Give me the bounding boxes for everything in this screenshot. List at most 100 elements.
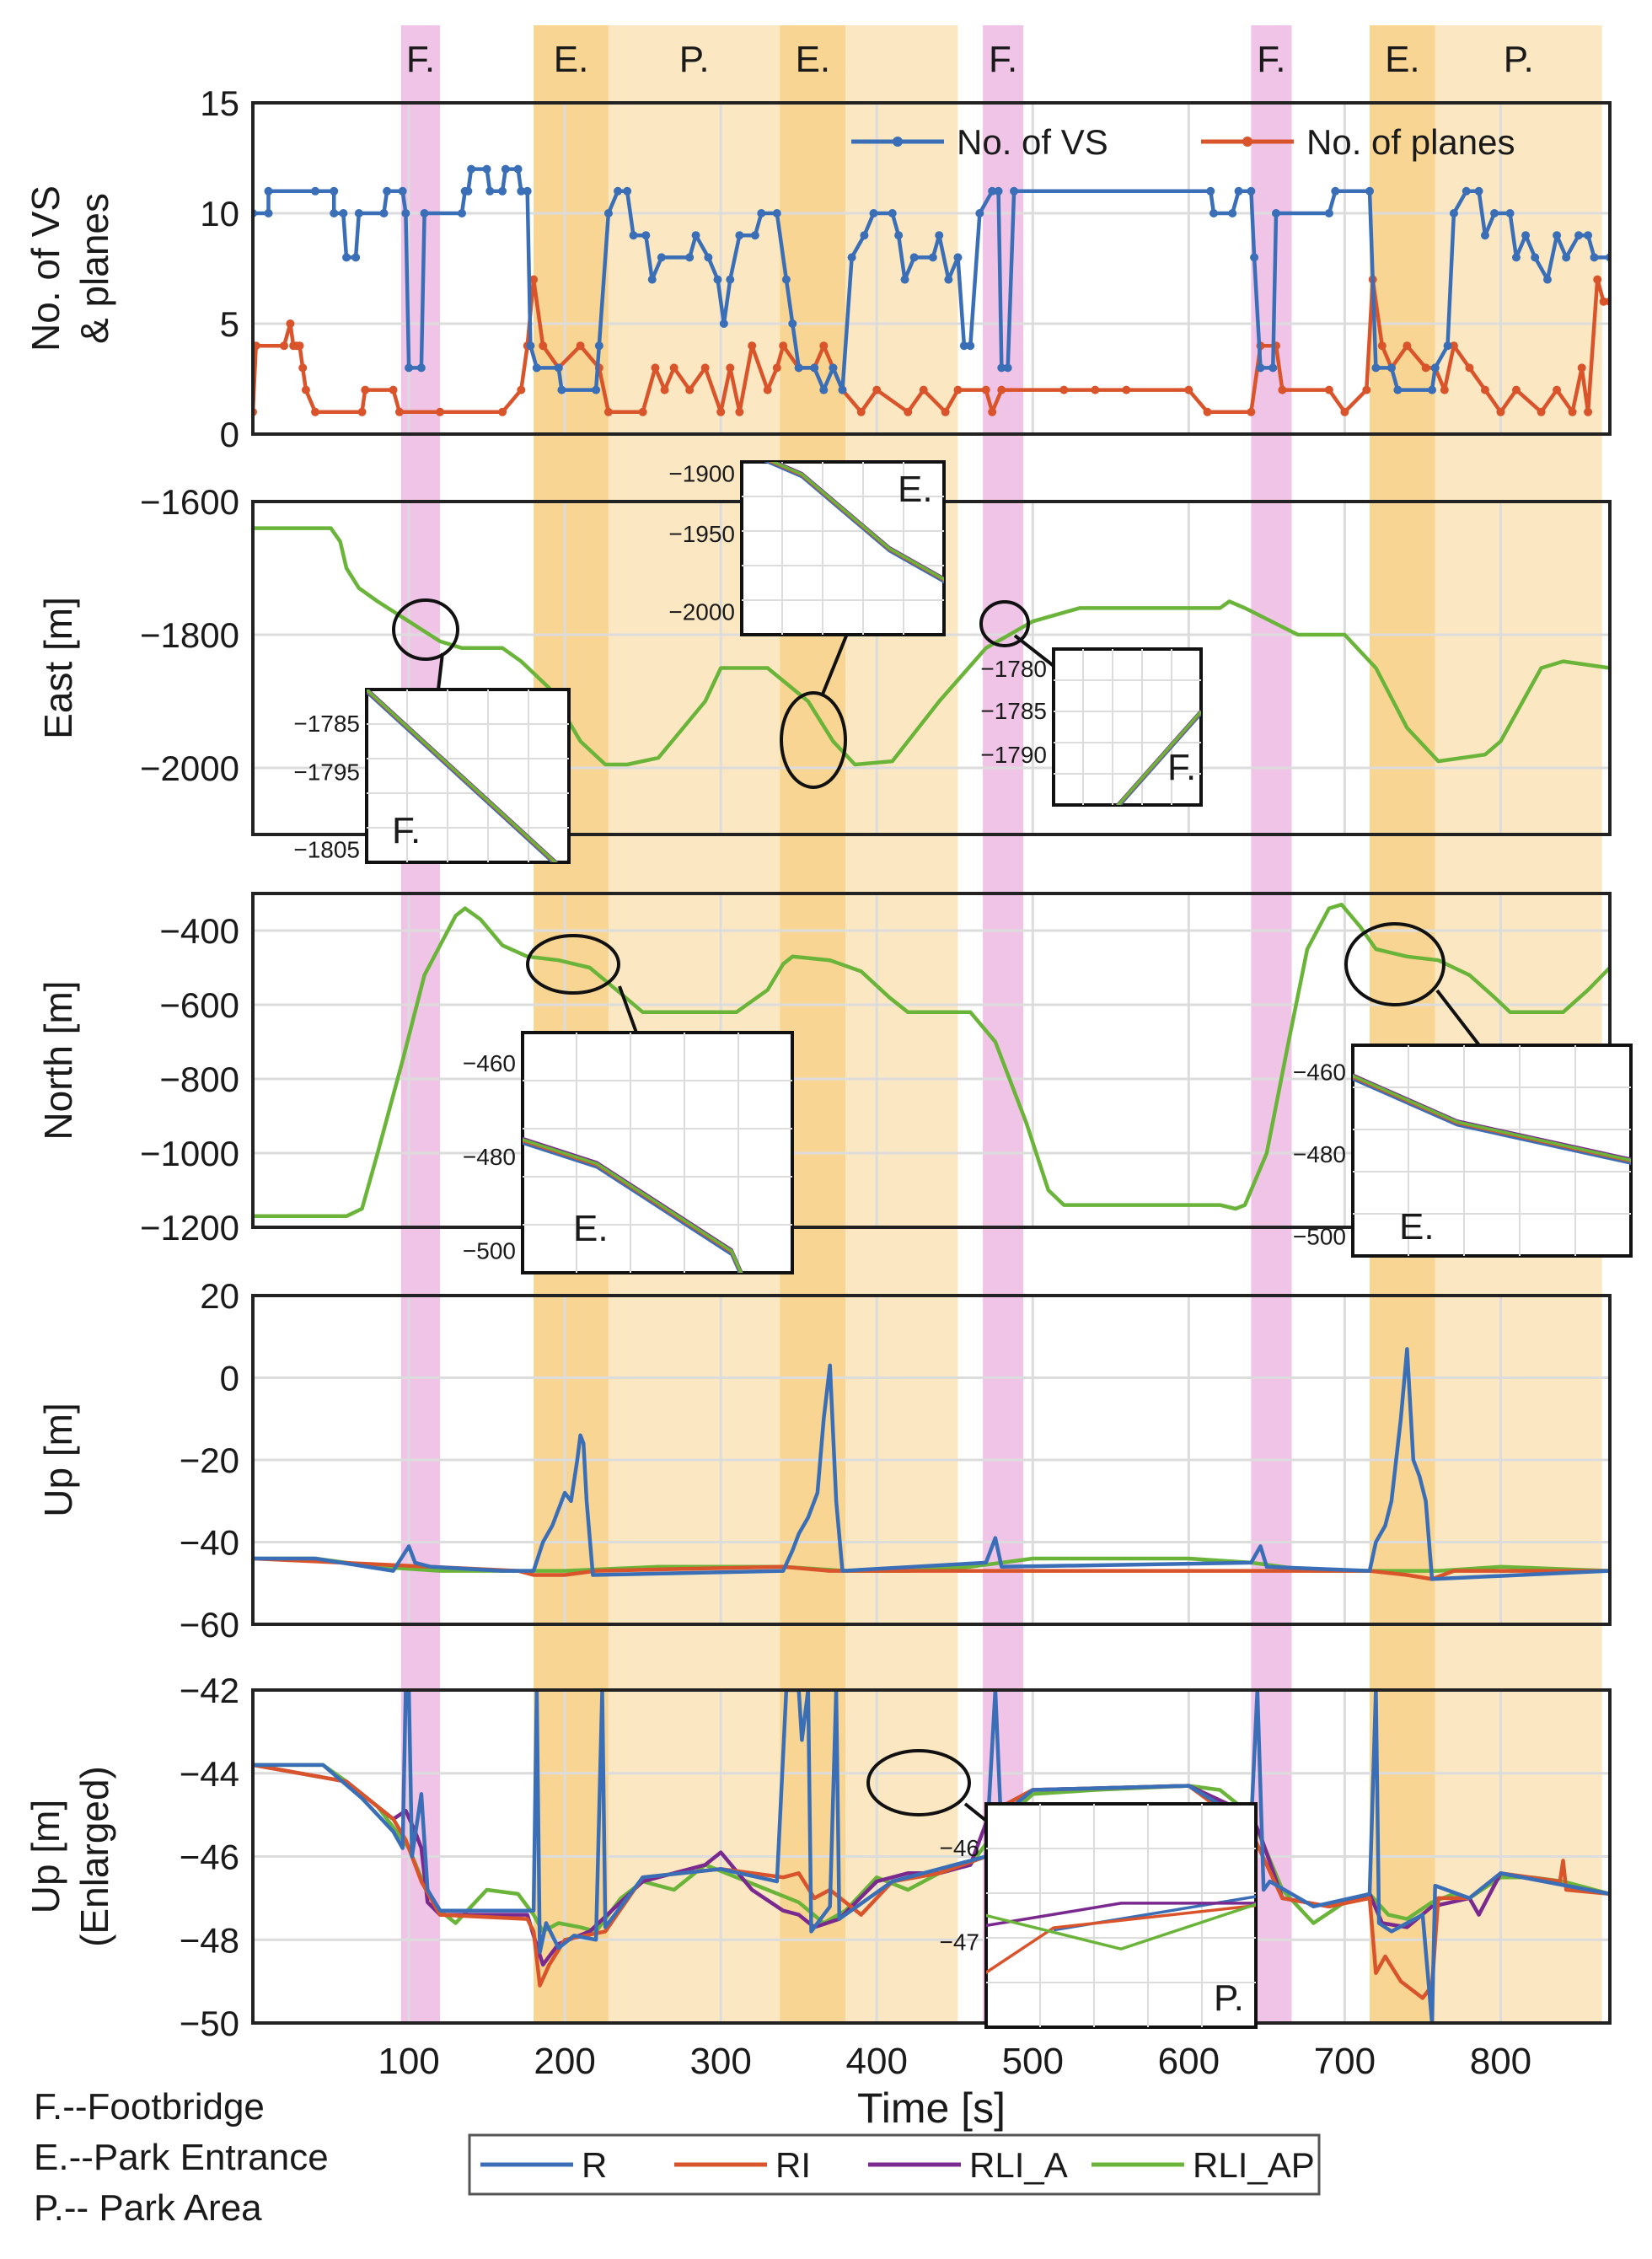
data-point bbox=[1234, 186, 1243, 196]
data-point bbox=[847, 253, 856, 262]
data-point bbox=[280, 341, 289, 351]
data-point bbox=[953, 253, 963, 262]
data-point bbox=[517, 385, 526, 394]
inset-series bbox=[1353, 1073, 1631, 1166]
region-labels: F. E. P. E. F. F. E. P. bbox=[406, 39, 1534, 80]
data-point bbox=[354, 209, 363, 217]
zoom-circle bbox=[392, 598, 459, 661]
data-point bbox=[1490, 209, 1499, 217]
data-point bbox=[838, 385, 847, 394]
data-point bbox=[1247, 186, 1256, 196]
insets: −1785−1795−1805 F.−1900−1950−2000E.−1780−… bbox=[293, 460, 1633, 2029]
x-tick-label: 700 bbox=[1314, 2041, 1376, 2082]
y-axis-label: East [m] bbox=[36, 597, 80, 739]
data-point bbox=[1256, 363, 1265, 373]
data-point bbox=[623, 186, 632, 196]
data-point bbox=[1271, 209, 1280, 217]
data-point bbox=[1496, 407, 1505, 416]
data-point bbox=[1553, 385, 1562, 394]
inset-series bbox=[367, 690, 559, 862]
data-point bbox=[339, 209, 348, 217]
data-point bbox=[523, 186, 532, 196]
data-point bbox=[1421, 363, 1430, 373]
series-group bbox=[253, 526, 1610, 767]
inset-2: −1900 −1950 −2000 E. bbox=[668, 460, 946, 789]
data-point bbox=[614, 186, 623, 196]
region-label: E. bbox=[1385, 39, 1420, 80]
zoom-connector bbox=[963, 1802, 988, 1822]
data-point bbox=[1377, 341, 1386, 351]
data-point bbox=[1393, 385, 1403, 394]
data-point bbox=[485, 186, 495, 196]
data-point bbox=[1386, 363, 1396, 373]
inset-tick-label: −1785 bbox=[293, 711, 360, 737]
data-point bbox=[1203, 407, 1212, 416]
x-tick-label: 800 bbox=[1470, 2041, 1531, 2082]
data-point bbox=[719, 319, 728, 328]
inset-tick-label: −500 bbox=[1293, 1224, 1346, 1250]
inset-line-rli_ap bbox=[1116, 710, 1201, 805]
y-tick-label: −600 bbox=[159, 985, 239, 1025]
zoom-circle bbox=[866, 1749, 971, 1816]
zoom-connector bbox=[618, 985, 638, 1033]
panel-up_enlarged: −50 −48 −46 −44 −42 Up [m] (Enlarged) bbox=[24, 1671, 1612, 2043]
inset-line-r bbox=[1353, 1077, 1631, 1166]
y-axis-label: Up [m] bbox=[36, 1403, 80, 1516]
zoom-circle bbox=[979, 600, 1030, 647]
zoom-connector bbox=[1013, 634, 1055, 668]
data-point bbox=[1593, 275, 1602, 284]
zoom-connector bbox=[820, 633, 849, 697]
inset-series bbox=[986, 1895, 1256, 1975]
y-tick-label: −400 bbox=[159, 911, 239, 951]
data-point bbox=[394, 407, 404, 416]
data-point bbox=[1206, 186, 1215, 196]
data-point bbox=[1440, 385, 1449, 394]
y-tick-label: −40 bbox=[180, 1523, 239, 1563]
data-point bbox=[819, 385, 829, 394]
data-point bbox=[997, 385, 1006, 394]
legend-marker bbox=[893, 137, 903, 147]
data-point bbox=[700, 363, 710, 373]
data-point bbox=[1521, 231, 1531, 240]
series-line-rli-ap bbox=[253, 902, 1610, 1219]
data-point bbox=[529, 275, 539, 284]
data-point bbox=[941, 407, 950, 416]
data-point bbox=[726, 363, 735, 373]
inset-tick-label: −46 bbox=[940, 1835, 980, 1861]
data-point bbox=[1362, 385, 1371, 394]
region-notes: F.--Footbridge E.--Park Entrance P.-- Pa… bbox=[34, 2082, 329, 2234]
note-park-area: P.-- Park Area bbox=[34, 2187, 262, 2229]
data-point bbox=[657, 253, 666, 262]
data-point bbox=[909, 253, 919, 262]
note-footbridge: F.--Footbridge bbox=[34, 2086, 265, 2128]
y-axis-label: No. of VS bbox=[24, 185, 67, 351]
inset-tick-label: −460 bbox=[1293, 1060, 1346, 1086]
axes-frame bbox=[251, 1688, 1612, 2025]
data-point bbox=[330, 209, 339, 217]
y-tick-label: −42 bbox=[180, 1671, 239, 1710]
zoom-circle bbox=[526, 934, 620, 995]
data-point bbox=[420, 209, 429, 217]
data-point bbox=[894, 231, 904, 240]
inset-1: −1785 −1795 −1805 F. bbox=[293, 598, 571, 864]
data-point bbox=[1403, 341, 1412, 351]
inset-label: E. bbox=[898, 469, 933, 510]
data-point bbox=[1059, 385, 1069, 394]
inset-tick-label: −1795 bbox=[293, 759, 360, 785]
series-group bbox=[253, 1347, 1610, 1581]
inset-line-rli_ap bbox=[770, 462, 944, 582]
data-point bbox=[1250, 253, 1259, 262]
data-point bbox=[953, 385, 963, 394]
data-point bbox=[772, 209, 781, 217]
data-point bbox=[988, 186, 997, 196]
x-tick-label: 600 bbox=[1158, 2041, 1220, 2082]
y-tick-label: −1200 bbox=[140, 1208, 239, 1248]
data-point bbox=[647, 275, 657, 284]
x-tick-label: 500 bbox=[1002, 2041, 1064, 2082]
data-point bbox=[1465, 363, 1474, 373]
y-tick-label: −50 bbox=[180, 2004, 239, 2043]
data-point bbox=[1574, 231, 1583, 240]
inset-tick-label: −1900 bbox=[668, 460, 735, 486]
panel-up: −60 −40 −20 0 20 Up [m] bbox=[36, 1276, 1612, 1645]
legend-label: RLI_A bbox=[969, 2145, 1068, 2185]
